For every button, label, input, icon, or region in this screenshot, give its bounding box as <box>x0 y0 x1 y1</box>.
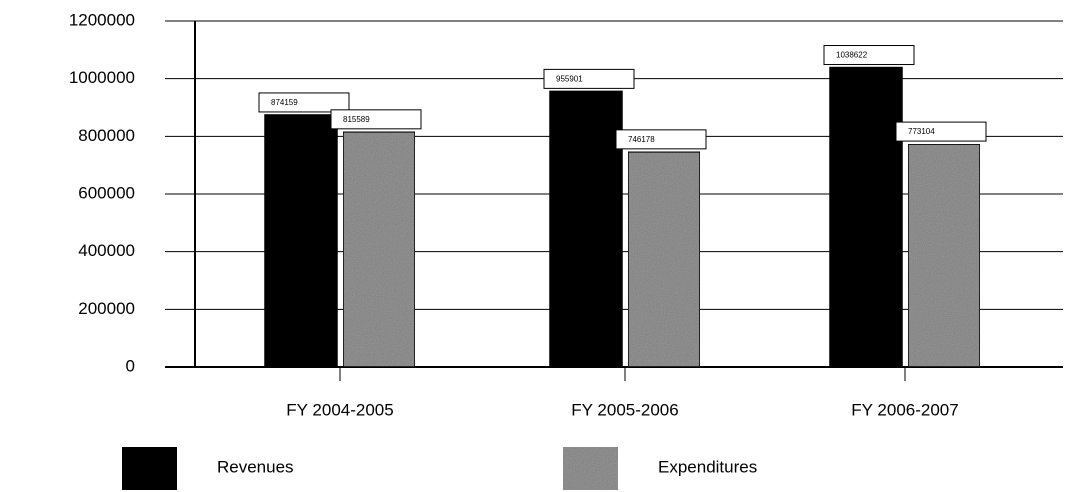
value-label: 955901 <box>556 74 583 83</box>
y-tick-label: 200000 <box>78 299 135 318</box>
bar <box>264 114 338 368</box>
bar <box>342 131 416 368</box>
value-label: 1038622 <box>836 51 868 60</box>
legend-label: Revenues <box>217 457 294 476</box>
legend-swatch <box>563 447 618 490</box>
value-label: 746178 <box>628 135 655 144</box>
bar <box>549 90 623 368</box>
y-tick-label: 1000000 <box>69 68 135 87</box>
x-tick-label: FY 2005-2006 <box>571 400 678 419</box>
value-label-box <box>615 129 707 150</box>
y-tick-label: 400000 <box>78 241 135 260</box>
x-tick-label: FY 2006-2007 <box>851 400 958 419</box>
bar <box>907 143 981 368</box>
value-label: 773104 <box>908 127 935 136</box>
y-tick-label: 800000 <box>78 126 135 145</box>
y-tick-label: 600000 <box>78 183 135 202</box>
value-label: 874159 <box>271 98 298 107</box>
legend-swatch <box>122 447 177 490</box>
x-tick-label: FY 2004-2005 <box>286 400 393 419</box>
y-tick-label: 0 <box>126 356 135 375</box>
value-label-box <box>543 68 635 89</box>
y-tick-label: 1200000 <box>69 10 135 29</box>
value-label-box <box>823 45 915 66</box>
bar <box>829 66 903 368</box>
value-label-box <box>895 121 987 142</box>
value-label-box <box>330 109 422 130</box>
value-label-box <box>258 92 350 113</box>
legend-label: Expenditures <box>658 457 757 476</box>
bar <box>627 151 701 368</box>
value-label: 815589 <box>343 115 370 124</box>
